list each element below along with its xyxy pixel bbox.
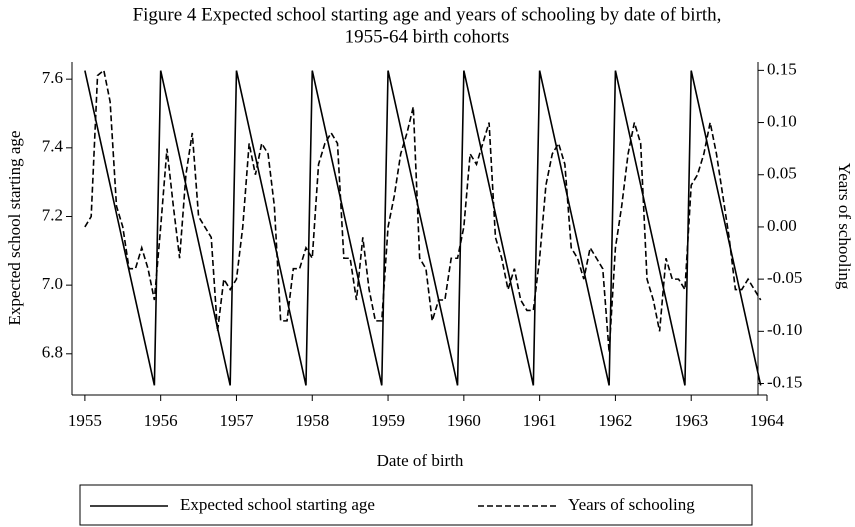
- y-tick-label: 6.8: [42, 343, 63, 362]
- y-tick-label: 7.2: [42, 205, 63, 224]
- x-tick-label: 1963: [674, 411, 708, 430]
- x-tick-label: 1959: [371, 411, 405, 430]
- y2-tick-label: -0.05: [767, 268, 802, 287]
- series-line: [84, 68, 762, 353]
- x-tick-label: 1964: [750, 411, 785, 430]
- y-axis-title: Expected school starting age: [5, 131, 24, 326]
- y2-tick-label: -0.10: [767, 320, 802, 339]
- chart-subtitle: 1955-64 birth cohorts: [345, 26, 510, 47]
- y2-tick-label: 0.15: [767, 59, 797, 78]
- y2-axis-title: Years of schooling: [835, 163, 854, 290]
- y-tick-label: 7.6: [42, 68, 63, 87]
- x-tick-label: 1960: [447, 411, 481, 430]
- y-tick-label: 7.0: [42, 274, 63, 293]
- chart-title: Figure 4 Expected school starting age an…: [133, 4, 722, 25]
- x-tick-label: 1958: [295, 411, 329, 430]
- series-line: [84, 70, 762, 386]
- legend-box: [79, 484, 753, 526]
- x-axis-title: Date of birth: [377, 451, 464, 470]
- y2-tick-label: 0.05: [767, 164, 797, 183]
- legend-label: Expected school starting age: [180, 495, 375, 514]
- y2-tick-label: 0.00: [767, 216, 797, 235]
- x-tick-label: 1955: [68, 411, 102, 430]
- x-tick-label: 1957: [219, 411, 254, 430]
- y-tick-label: 7.4: [42, 137, 64, 156]
- y2-tick-label: -0.15: [767, 372, 802, 391]
- x-tick-label: 1962: [598, 411, 632, 430]
- x-tick-label: 1956: [144, 411, 178, 430]
- x-tick-label: 1961: [523, 411, 557, 430]
- legend-label: Years of schooling: [568, 495, 695, 514]
- y2-tick-label: 0.10: [767, 111, 797, 130]
